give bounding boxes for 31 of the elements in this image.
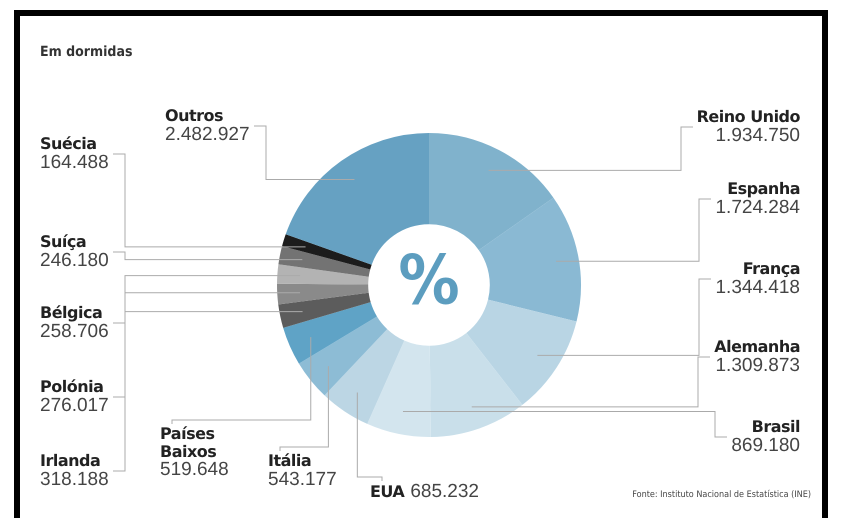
slice-label: França — [742, 259, 800, 278]
data-label: 685.232 — [410, 481, 479, 502]
slice-label: Espanha — [726, 179, 800, 198]
slice-label: Polónia — [40, 377, 104, 396]
data-label: 276.017 — [40, 394, 109, 416]
slice-label: Suécia — [40, 134, 98, 153]
data-label: 1.724.284 — [715, 196, 800, 218]
slice-label: Itália — [268, 451, 312, 470]
slice-label: EUA — [370, 482, 404, 501]
slice-label: Brasil — [750, 417, 800, 436]
slice-label: Irlanda — [40, 451, 102, 470]
data-label: 164.488 — [40, 152, 109, 173]
text: % — [398, 242, 460, 320]
data-label: 1.344.418 — [715, 276, 800, 298]
data-label: 318.188 — [40, 468, 109, 490]
data-label: 519.648 — [160, 459, 229, 480]
slice-label: Outros — [165, 106, 224, 125]
data-label: 2.482.927 — [165, 124, 250, 145]
slice-label: Países Baixos — [160, 424, 218, 461]
slice-label: Reino Unido — [696, 107, 800, 126]
slice-label: Suíça — [40, 232, 88, 251]
slice-label: Bélgica — [40, 303, 104, 322]
source-note: Fonte: Instituto Nacional de Estatística (INE) — [632, 490, 811, 500]
chart-title: Em dormidas — [40, 44, 132, 60]
data-label: 1.309.873 — [715, 354, 800, 376]
data-label: 543.177 — [268, 468, 337, 490]
slice-label: Alemanha — [714, 337, 800, 356]
data-label: 246.180 — [40, 250, 109, 271]
data-label: 1.934.750 — [715, 124, 800, 146]
data-label: 869.180 — [731, 434, 800, 456]
data-label: 258.706 — [40, 320, 109, 342]
